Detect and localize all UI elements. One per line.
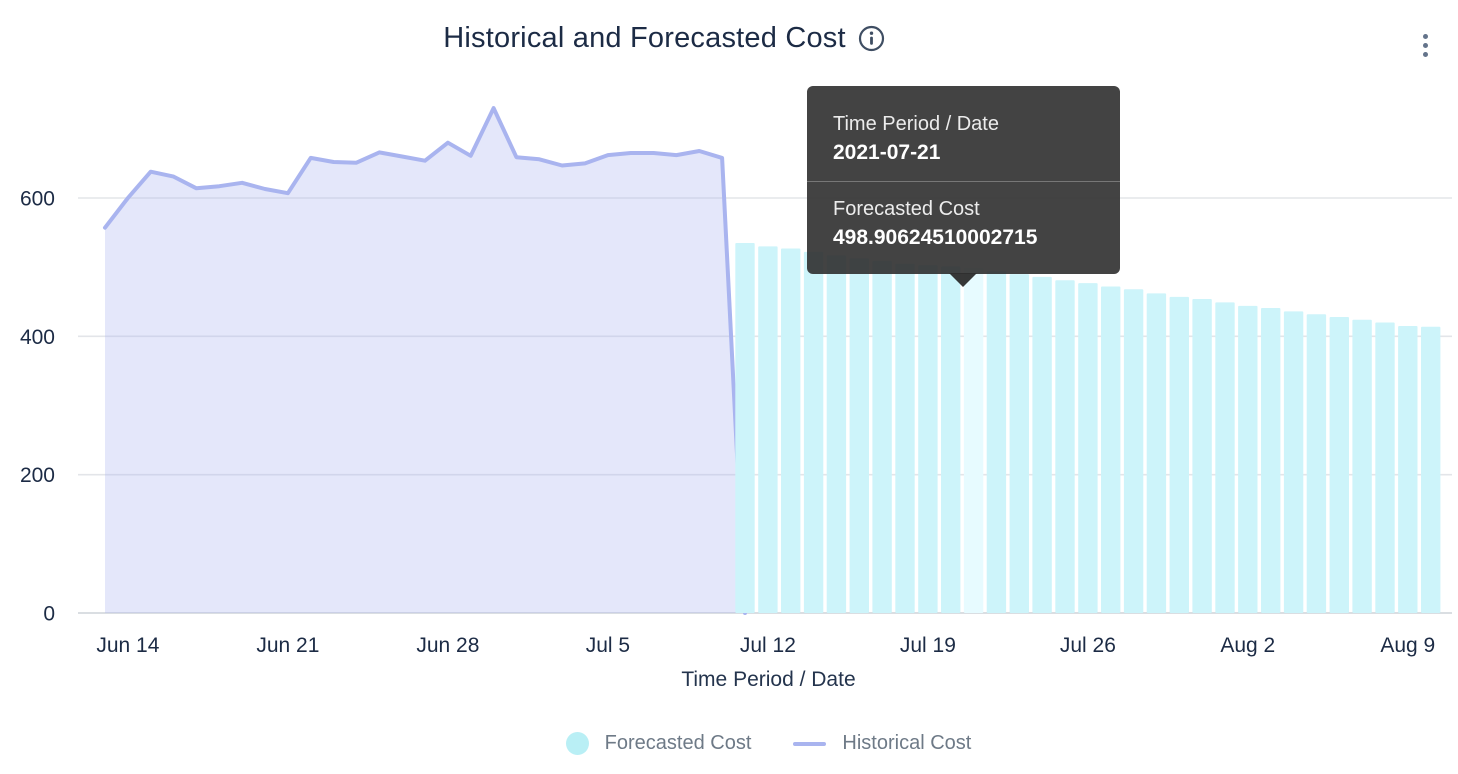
legend-label: Forecasted Cost <box>604 732 752 754</box>
bar-2021-07-30[interactable] <box>1169 296 1189 613</box>
x-tick-Jul-5: Jul 5 <box>586 634 630 657</box>
legend-item-forecasted-cost[interactable]: Forecasted Cost <box>565 732 752 755</box>
bar-2021-07-17[interactable] <box>872 260 892 613</box>
header: Historical and Forecasted Cost <box>0 22 1458 55</box>
bar-2021-07-25[interactable] <box>1055 280 1075 613</box>
bar-2021-07-23[interactable] <box>1009 274 1029 613</box>
bar-2021-07-27[interactable] <box>1101 286 1121 614</box>
y-tick-400: 400 <box>20 326 55 349</box>
legend: Forecasted Cost Historical Cost <box>85 732 1452 755</box>
historical-area[interactable] <box>105 108 745 613</box>
bar-2021-08-09[interactable] <box>1398 326 1418 613</box>
y-tick-600: 600 <box>20 188 55 211</box>
bar-2021-08-10[interactable] <box>1421 326 1441 613</box>
bar-2021-07-11[interactable] <box>735 243 755 613</box>
page-title: Historical and Forecasted Cost <box>443 22 846 54</box>
kebab-dot <box>1422 33 1428 39</box>
bar-2021-07-18[interactable] <box>895 263 915 613</box>
tooltip-row-value: 498.90624510002715 <box>833 226 1038 249</box>
info-icon[interactable] <box>858 25 885 52</box>
bar-2021-07-24[interactable] <box>1032 276 1052 613</box>
kebab-dot <box>1422 42 1428 48</box>
bar-2021-07-26[interactable] <box>1078 283 1098 613</box>
x-tick-Jul-26: Jul 26 <box>1060 634 1116 657</box>
bar-2021-07-20[interactable] <box>941 266 961 614</box>
x-tick-Jul-12: Jul 12 <box>740 634 796 657</box>
tooltip-divider <box>807 181 1120 182</box>
x-tick-Aug-2: Aug 2 <box>1220 634 1275 657</box>
legend-item-historical-cost[interactable]: Historical Cost <box>793 732 971 755</box>
bar-2021-07-29[interactable] <box>1146 293 1167 613</box>
bar-2021-07-14[interactable] <box>803 251 824 613</box>
kebab-menu-button[interactable] <box>1416 29 1434 61</box>
bar-2021-08-07[interactable] <box>1352 319 1372 613</box>
bar-2021-08-02[interactable] <box>1238 305 1258 613</box>
bar-2021-07-31[interactable] <box>1192 299 1212 613</box>
legend-label: Historical Cost <box>842 732 972 754</box>
y-tick-0: 0 <box>43 603 55 626</box>
bar-2021-08-03[interactable] <box>1261 308 1281 613</box>
historical-swatch-icon <box>793 741 827 746</box>
bar-2021-07-19[interactable] <box>918 265 938 613</box>
tooltip-arrow <box>949 273 977 287</box>
kebab-dot <box>1422 51 1428 57</box>
tooltip-row-value: 2021-07-21 <box>833 141 941 164</box>
bar-2021-08-04[interactable] <box>1283 311 1304 613</box>
bar-2021-07-28[interactable] <box>1123 289 1144 613</box>
x-tick-Jul-19: Jul 19 <box>900 634 956 657</box>
tooltip-row-label: Forecasted Cost <box>833 198 980 220</box>
bar-2021-07-12[interactable] <box>758 246 778 613</box>
tooltip: Time Period / Date 2021-07-21 Forecasted… <box>807 86 1120 287</box>
bar-2021-07-22[interactable] <box>986 271 1007 613</box>
bar-2021-08-01[interactable] <box>1215 302 1235 613</box>
bar-2021-08-06[interactable] <box>1329 317 1349 613</box>
bar-2021-08-05[interactable] <box>1306 314 1327 613</box>
y-tick-200: 200 <box>20 464 55 487</box>
bar-2021-07-13[interactable] <box>781 248 801 614</box>
x-tick-Aug-9: Aug 9 <box>1380 634 1435 657</box>
bar-2021-07-21[interactable] <box>963 267 984 613</box>
tooltip-row-label: Time Period / Date <box>833 113 999 135</box>
bar-2021-07-15[interactable] <box>826 255 847 613</box>
historical-line[interactable] <box>103 106 747 615</box>
forecast-swatch-icon <box>565 732 589 755</box>
chart-canvas[interactable]: 0 200 400 600 Jun 14 Jun 21 Jun 28 Jul 5 Jul 12 J… <box>0 0 1458 662</box>
bar-2021-07-16[interactable] <box>849 258 869 613</box>
x-axis-title: Time Period / Date <box>681 668 856 691</box>
bar-2021-08-08[interactable] <box>1375 322 1395 614</box>
x-tick-Jun-28: Jun 28 <box>416 634 479 657</box>
x-tick-Jun-14: Jun 14 <box>96 634 159 657</box>
x-tick-Jun-21: Jun 21 <box>256 634 319 657</box>
